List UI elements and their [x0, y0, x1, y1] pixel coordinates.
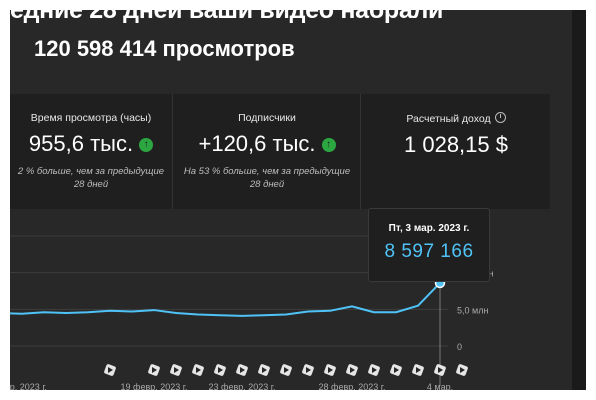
card-label: Расчетный доход: [361, 112, 551, 125]
x-tick-label: евр. 2023 г.: [10, 382, 47, 390]
clock-icon: [494, 112, 506, 123]
video-upload-icon[interactable]: [280, 364, 293, 377]
video-upload-icon[interactable]: [324, 364, 337, 377]
metric-cards: Время просмотра (часы) 955,6 тыс. ↑ 2 % б…: [10, 94, 550, 209]
video-upload-icon[interactable]: [258, 364, 271, 377]
video-upload-icon[interactable]: [456, 364, 469, 377]
arrow-up-icon: ↑: [139, 138, 154, 152]
tooltip-date: Пт, 3 мар. 2023 г.: [388, 223, 470, 234]
card-note: На 53 % больше, чем за предыдущие 28 дней: [183, 166, 351, 190]
card-value: +120,6 тыс. ↑: [173, 131, 361, 157]
analytics-panel: едние 28 дней ваши видео набрали 120 598…: [10, 10, 586, 390]
views-total: 120 598 414 просмотров: [34, 36, 295, 61]
card-note: 2 % больше, чем за предыдущие 28 дней: [17, 166, 165, 190]
video-upload-icon[interactable]: [104, 364, 117, 377]
x-tick-label: 23 февр. 2023 г.: [209, 382, 276, 390]
video-upload-icon[interactable]: [170, 364, 183, 377]
video-upload-icon[interactable]: [236, 364, 249, 377]
video-upload-icon[interactable]: [412, 364, 425, 377]
summary-headline: едние 28 дней ваши видео набрали: [10, 10, 444, 24]
tooltip-value: 8 597 166: [384, 241, 474, 262]
y-tick-label: 0: [457, 342, 462, 352]
card-value: 955,6 тыс. ↑: [10, 131, 172, 157]
x-tick-label: 4 мар.: [427, 382, 453, 390]
card-revenue[interactable]: Расчетный доход 1 028,15 $: [360, 94, 551, 209]
video-upload-icon[interactable]: [214, 364, 227, 377]
card-watch-time[interactable]: Время просмотра (часы) 955,6 тыс. ↑ 2 % б…: [10, 94, 172, 209]
video-upload-icon[interactable]: [192, 364, 205, 377]
card-value: 1 028,15 $: [404, 132, 508, 157]
card-subscribers[interactable]: Подписчики +120,6 тыс. ↑ На 53 % больше, …: [172, 94, 361, 209]
video-upload-icon[interactable]: [148, 364, 161, 377]
card-label: Время просмотра (часы): [30, 112, 152, 124]
chart-tooltip: Пт, 3 мар. 2023 г. 8 597 166: [368, 208, 490, 282]
x-tick-label: 28 февр. 2023 г.: [319, 382, 386, 390]
video-upload-icon[interactable]: [302, 364, 315, 377]
video-upload-icon[interactable]: [368, 364, 381, 377]
views-line-chart[interactable]: 05,0 млн10,0 млнмлневр. 2023 г.19 февр. …: [10, 10, 586, 390]
video-upload-icon[interactable]: [390, 364, 403, 377]
arrow-up-icon: ↑: [321, 138, 336, 152]
video-upload-icon[interactable]: [346, 364, 359, 377]
video-upload-icon[interactable]: [434, 364, 447, 377]
x-tick-label: 19 февр. 2023 г.: [121, 382, 188, 390]
y-tick-label: 5,0 млн: [457, 305, 488, 315]
series-line: [10, 253, 463, 317]
card-label: Подписчики: [238, 112, 296, 124]
scrollbar[interactable]: [572, 10, 586, 390]
